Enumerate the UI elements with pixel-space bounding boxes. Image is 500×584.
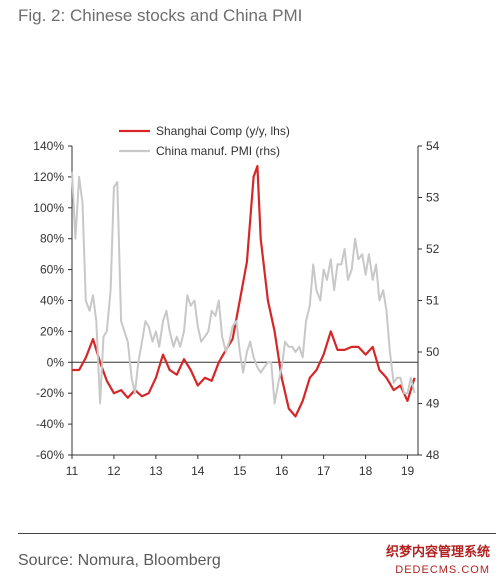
right-tick-label: 54 [426, 139, 440, 153]
watermark-text: 织梦内容管理系统 [385, 544, 490, 559]
x-tick-label: 16 [275, 464, 289, 478]
right-tick-label: 52 [426, 242, 440, 256]
left-tick-label: 60% [40, 263, 64, 277]
x-tick-label: 11 [66, 464, 79, 478]
legend-label: China manuf. PMI (rhs) [156, 144, 280, 158]
right-tick-label: 51 [426, 294, 440, 308]
x-tick-label: 13 [149, 464, 163, 478]
legend-label: Shanghai Comp (y/y, lhs) [156, 124, 290, 138]
x-tick-label: 17 [317, 464, 331, 478]
series-line-china-pmi [71, 171, 416, 405]
x-tick-label: 12 [107, 464, 121, 478]
plot-area [71, 165, 418, 418]
series-line-shanghai-comp [72, 165, 416, 418]
left-tick-label: 20% [40, 324, 64, 338]
x-tick-label: 18 [359, 464, 373, 478]
x-tick-label: 14 [191, 464, 205, 478]
axes: 140% 120% 100% 80% 60% 40% 20% 0% -20% -40% -60% 54… [33, 139, 439, 478]
right-tick-label: 50 [426, 345, 440, 359]
right-tick-label: 53 [426, 191, 440, 205]
left-tick-label: 120% [33, 170, 64, 184]
right-tick-label: 48 [426, 448, 440, 462]
left-tick-label: 100% [33, 201, 64, 215]
source-note: Source: Nomura, Bloomberg [18, 552, 221, 569]
left-tick-label: -60% [36, 448, 64, 462]
left-tick-label: 80% [40, 232, 64, 246]
legend: Shanghai Comp (y/y, lhs) China manuf. PMI… [119, 124, 290, 158]
left-tick-label: 140% [33, 139, 64, 153]
watermark-url: DEDECMS.COM [395, 564, 490, 576]
left-tick-label: -40% [36, 417, 64, 431]
left-tick-label: -20% [36, 386, 64, 400]
x-tick-label: 19 [401, 464, 415, 478]
right-tick-label: 49 [426, 397, 440, 411]
left-tick-label: 40% [40, 294, 64, 308]
x-tick-label: 15 [233, 464, 247, 478]
chart-title: Fig. 2: Chinese stocks and China PMI [18, 6, 303, 25]
left-tick-label: 0% [47, 355, 65, 369]
footer-divider [18, 533, 496, 534]
